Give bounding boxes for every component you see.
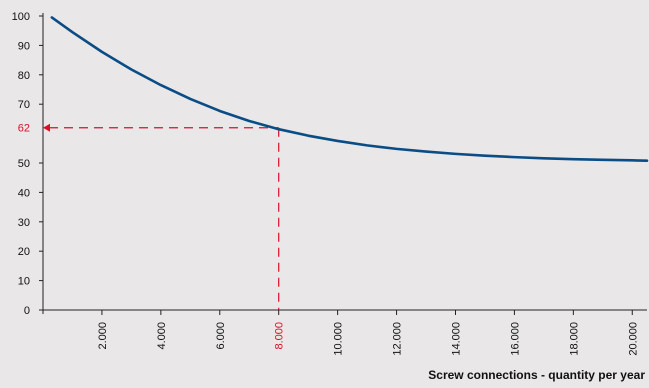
y-tick-label: 20 — [18, 246, 30, 258]
series-line — [50, 16, 649, 162]
y-tick-label: 0 — [24, 305, 30, 317]
x-tick-label: 10.000 — [333, 322, 345, 356]
y-highlight-label: 62 — [18, 123, 30, 135]
x-tick-label: 12.000 — [392, 322, 404, 356]
x-tick-label: 4.000 — [156, 322, 168, 350]
y-tick-label: 70 — [18, 99, 30, 111]
y-tick-label: 30 — [18, 217, 30, 229]
guide-arrowhead — [43, 123, 50, 132]
guide-lines — [43, 123, 280, 310]
x-highlight-label: 8.000 — [274, 322, 286, 350]
x-tick-label: 2.000 — [97, 322, 109, 350]
y-tick-label: 40 — [18, 187, 30, 199]
y-tick-label: 10 — [18, 276, 30, 288]
x-axis-title: Screw connections - quantity per year — [428, 368, 645, 382]
y-tick-label: 50 — [18, 158, 30, 170]
x-tick-label: 14.000 — [450, 322, 462, 356]
y-tick-label: 100 — [12, 11, 30, 23]
x-tick-label: 18.000 — [568, 322, 580, 356]
series-layer — [50, 16, 649, 162]
tick-labels: 0 10 20 30 40 50 62 70 80 90 100 2.000 4.000 6.000 8.0… — [12, 11, 646, 382]
x-tick-label: 16.000 — [509, 322, 521, 356]
x-tick-label: 6.000 — [215, 322, 227, 350]
x-tick-label: 20.000 — [627, 322, 639, 356]
axes — [39, 13, 647, 315]
y-tick-label: 90 — [18, 40, 30, 52]
y-tick-label: 80 — [18, 70, 30, 82]
